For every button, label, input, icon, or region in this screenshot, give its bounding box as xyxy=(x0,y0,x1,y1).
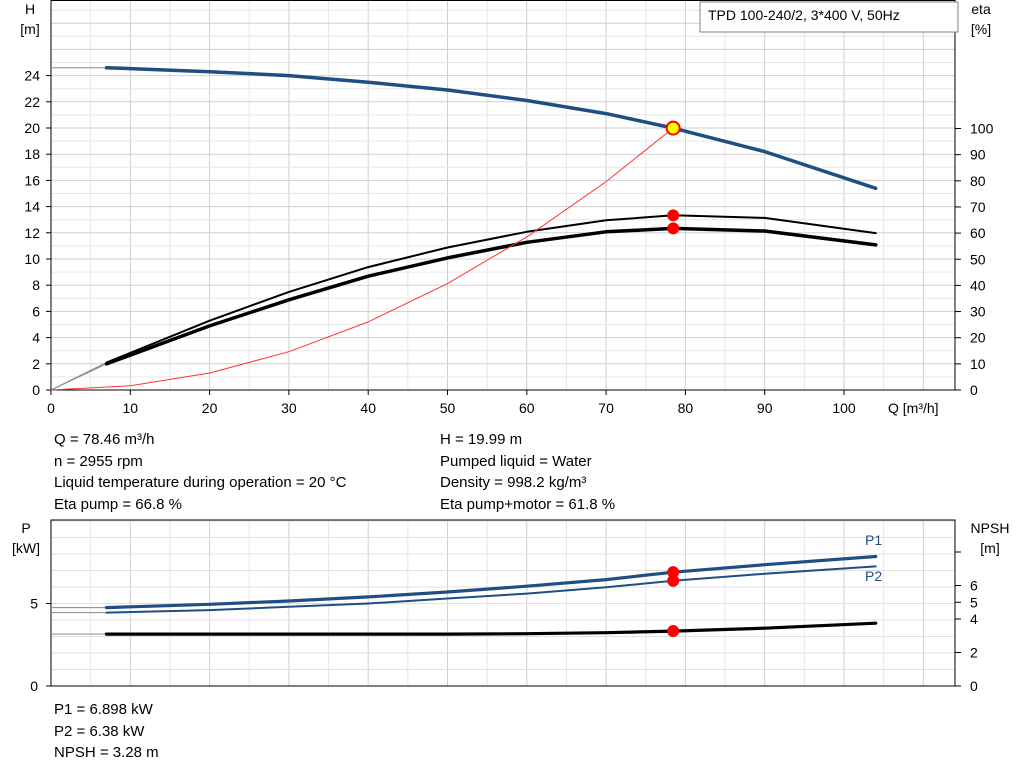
x-tick-label: 20 xyxy=(202,400,218,416)
left-tick-label: 4 xyxy=(32,330,40,346)
left-tick-label: 24 xyxy=(24,68,40,84)
right-tick-label: 20 xyxy=(970,330,986,346)
bottom-right-tick-label: 5 xyxy=(970,594,978,610)
x-tick-label: 80 xyxy=(678,400,694,416)
info-head: H = 19.99 m xyxy=(440,431,523,448)
right-tick-label: 40 xyxy=(970,277,986,293)
series-eta-pump-motor-extension xyxy=(50,363,107,391)
series-P1 xyxy=(104,554,878,610)
left-tick-label: 14 xyxy=(24,199,40,215)
top-left-axis-label-line1: H xyxy=(25,1,35,17)
bottom-left-tick-label: 5 xyxy=(30,596,38,612)
info-liquid-temperature: Liquid temperature during operation = 20… xyxy=(54,474,347,491)
x-tick-label: 90 xyxy=(757,400,773,416)
right-tick-label: 0 xyxy=(970,382,978,398)
left-tick-label: 0 xyxy=(32,382,40,398)
bottom-right-tick-label: 0 xyxy=(970,678,978,694)
bottom-series-group xyxy=(51,554,878,636)
right-tick-label: 60 xyxy=(970,225,986,241)
series-system-curve xyxy=(50,127,674,391)
info-speed: n = 2955 rpm xyxy=(54,452,143,470)
top-right-axis-label-line2: [%] xyxy=(971,21,991,37)
right-tick-label: 90 xyxy=(970,147,986,163)
bottom-right-axis-label-line2: [m] xyxy=(980,540,999,556)
bottom-left-tick-label: 0 xyxy=(30,678,38,694)
left-tick-label: 8 xyxy=(32,277,40,293)
operating-point-marker xyxy=(665,120,681,136)
right-tick-label: 80 xyxy=(970,173,986,189)
info-bottom-block: P1 = 6.898 kW P2 = 6.38 kW NPSH = 3.28 m xyxy=(54,699,159,764)
left-tick-label: 16 xyxy=(24,172,40,188)
bottom-right-axis-label-line1: NPSH xyxy=(971,520,1010,536)
operating-point-marker xyxy=(667,625,680,638)
info-p2: P2 = 6.38 kW xyxy=(54,722,145,740)
top-tick-labels: 0 10 20 30 40 50 60 70 80 90 100024681012141618202… xyxy=(24,68,993,416)
left-tick-label: 12 xyxy=(24,225,40,241)
right-tick-label: 30 xyxy=(970,304,986,320)
left-tick-label: 20 xyxy=(24,120,40,136)
series-NPSH xyxy=(104,621,878,636)
legend-p2-label: P2 xyxy=(865,568,882,584)
bottom-right-tick-label: 6 xyxy=(970,578,978,594)
info-eta-pump: Eta pump = 66.8 % xyxy=(54,495,182,513)
info-pumped-liquid: Pumped liquid = Water xyxy=(440,452,592,470)
x-tick-label: 70 xyxy=(598,400,614,416)
series-eta-pump-motor xyxy=(104,226,878,366)
operating-point-marker xyxy=(667,222,680,235)
x-tick-label: 50 xyxy=(440,400,456,416)
right-tick-label: 70 xyxy=(970,199,986,215)
top-grid xyxy=(50,0,956,391)
info-flow: Q = 78.46 m³/h xyxy=(54,431,155,448)
series-P2 xyxy=(105,565,877,614)
x-tick-label: 100 xyxy=(832,400,856,416)
operating-point-marker xyxy=(667,209,680,222)
bottom-left-axis-label-line2: [kW] xyxy=(12,540,40,556)
x-axis-label: Q [m³/h] xyxy=(888,400,939,416)
x-tick-label: 60 xyxy=(519,400,535,416)
series-head xyxy=(104,65,878,191)
right-tick-label: 10 xyxy=(970,356,986,372)
x-tick-label: 40 xyxy=(360,400,376,416)
info-eta-pump-motor: Eta pump+motor = 61.8 % xyxy=(440,495,616,513)
bottom-right-tick-label: 2 xyxy=(970,645,978,661)
left-tick-label: 10 xyxy=(24,251,40,267)
x-tick-label: 30 xyxy=(281,400,297,416)
bottom-right-tick-label: 4 xyxy=(970,611,978,627)
left-tick-label: 2 xyxy=(32,356,40,372)
top-left-axis-label-line2: [m] xyxy=(20,21,39,37)
info-p1: P1 = 6.898 kW xyxy=(54,701,153,718)
info-npsh: NPSH = 3.28 m xyxy=(54,744,159,761)
series-eta-pump xyxy=(105,214,877,364)
bottom-left-axis-label-line1: P xyxy=(21,520,30,536)
info-right-block: H = 19.99 m Pumped liquid = Water Densit… xyxy=(440,429,615,515)
x-tick-label: 10 xyxy=(123,400,139,416)
top-right-axis-label-line1: eta xyxy=(971,1,991,17)
chart-title: TPD 100-240/2, 3*400 V, 50Hz xyxy=(708,7,900,23)
operating-point-marker xyxy=(667,574,680,587)
left-tick-label: 6 xyxy=(32,303,40,319)
top-markers xyxy=(665,120,681,235)
bottom-grid xyxy=(50,519,956,687)
info-left-block: Q = 78.46 m³/h n = 2955 rpm Liquid tempe… xyxy=(54,429,346,515)
right-tick-label: 50 xyxy=(970,251,986,267)
top-series-group xyxy=(50,65,878,391)
left-tick-label: 22 xyxy=(24,94,40,110)
chart-title-box xyxy=(699,1,959,33)
bottom-markers xyxy=(667,566,680,638)
info-density: Density = 998.2 kg/m³ xyxy=(440,474,587,491)
legend-p1-label: P1 xyxy=(865,532,882,548)
left-tick-label: 18 xyxy=(24,146,40,162)
x-tick-label: 0 xyxy=(47,400,55,416)
top-plot-frame xyxy=(50,0,956,391)
right-tick-label: 100 xyxy=(970,121,994,137)
